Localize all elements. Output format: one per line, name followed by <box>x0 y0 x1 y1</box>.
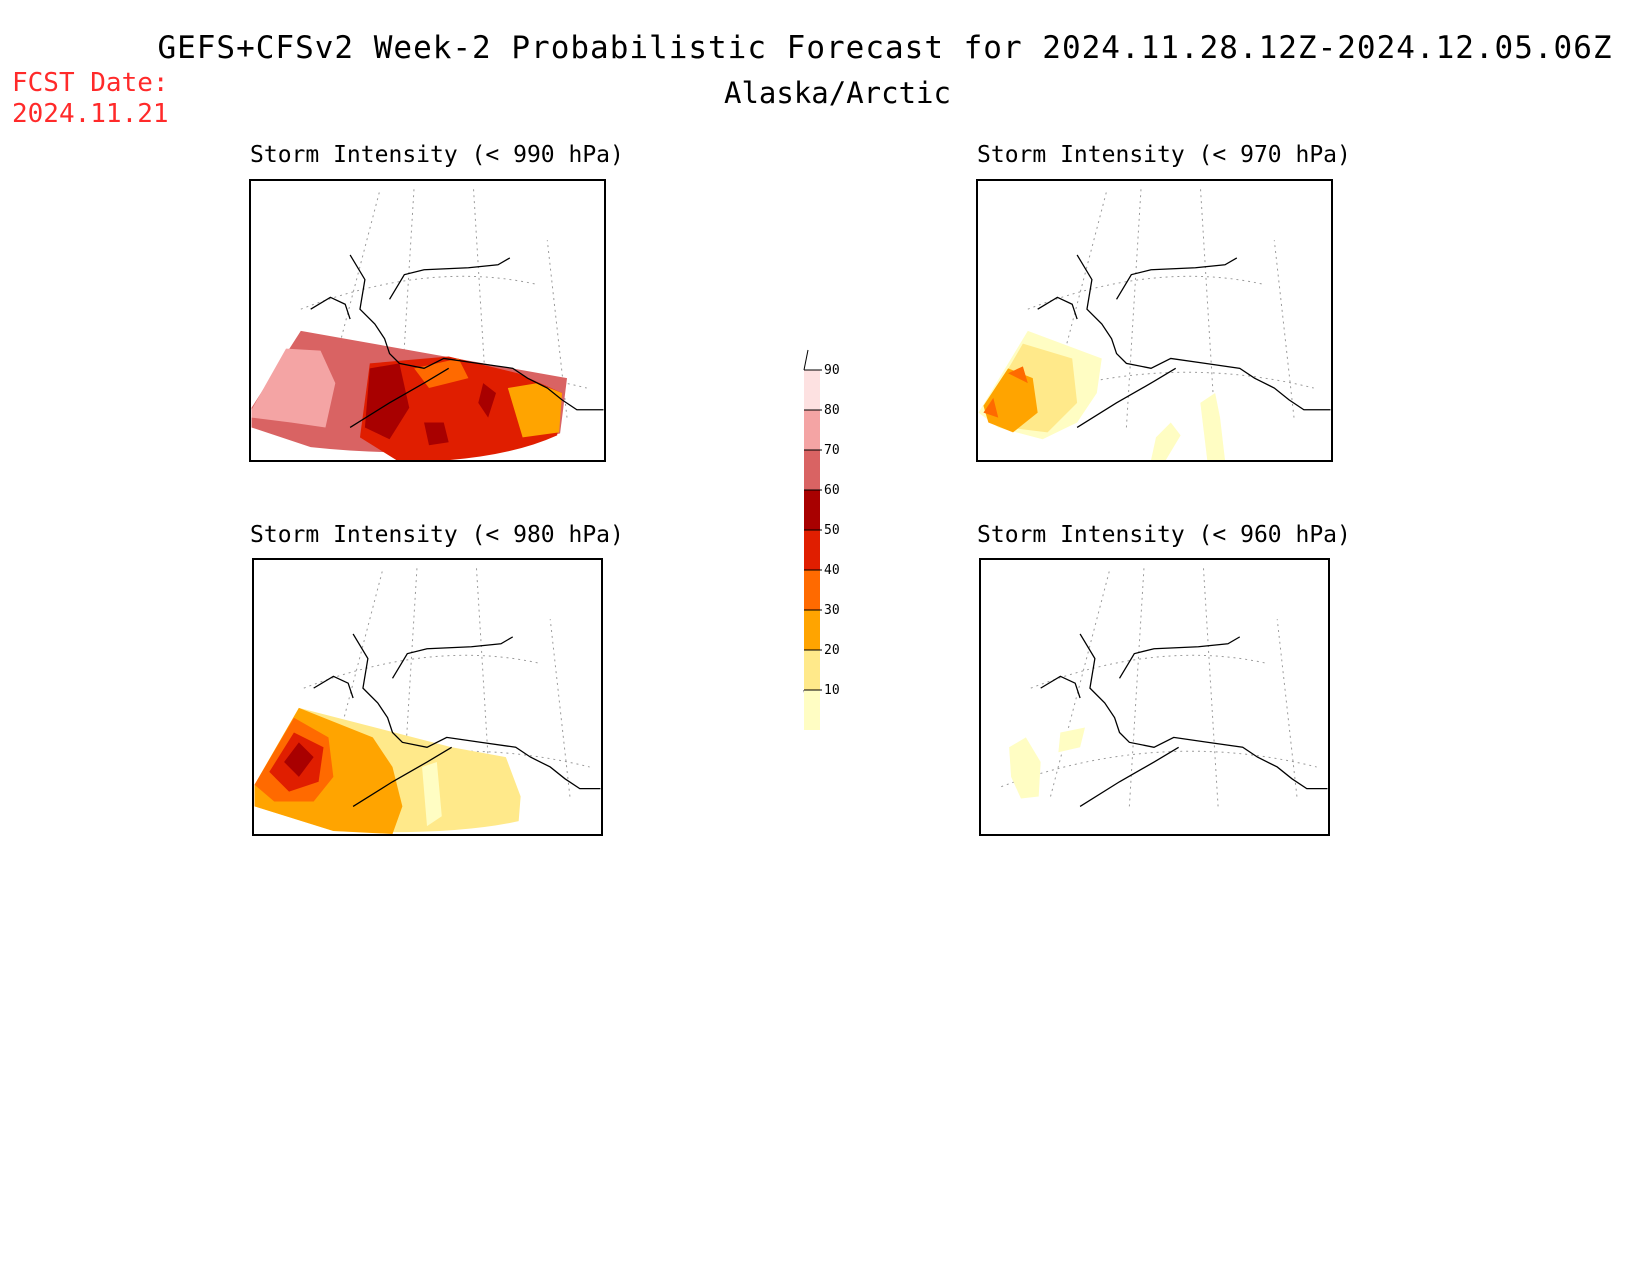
legend-label: 60 <box>824 483 840 498</box>
legend-color-box <box>804 690 820 730</box>
contour-fill-980 <box>254 707 521 834</box>
map-panel-960 <box>979 558 1330 836</box>
map-990-svg <box>251 185 604 460</box>
legend-label: 80 <box>824 403 840 418</box>
legend-color-box <box>804 570 820 610</box>
legend-label: 10 <box>824 683 840 698</box>
panel-title-960: Storm Intensity (< 960 hPa) <box>977 522 1351 548</box>
contour-fill-990 <box>251 330 568 460</box>
legend-label: 50 <box>824 523 840 538</box>
panel-title-970: Storm Intensity (< 970 hPa) <box>977 142 1351 168</box>
legend-label: 20 <box>824 643 840 658</box>
color-legend: 10 20 30 40 50 60 70 80 90 <box>800 330 920 740</box>
map-970-svg <box>978 185 1331 460</box>
map-panel-980 <box>252 558 603 836</box>
legend-color-box <box>804 530 820 570</box>
panel-title-990: Storm Intensity (< 990 hPa) <box>250 142 624 168</box>
legend-color-box <box>804 610 820 650</box>
legend-svg: 10 20 30 40 50 60 70 80 90 <box>803 349 840 730</box>
legend-color-box <box>804 650 820 690</box>
contour-fill-960 <box>1009 727 1086 799</box>
coastline <box>313 633 601 807</box>
coastline <box>1040 633 1328 807</box>
legend-color-box <box>804 490 820 530</box>
legend-label: 90 <box>824 363 840 378</box>
legend-label: 30 <box>824 603 840 618</box>
map-980-svg <box>254 564 601 834</box>
legend-color-box <box>804 410 820 450</box>
graticule <box>1001 564 1317 807</box>
map-panel-970 <box>976 179 1333 462</box>
graticule <box>998 185 1314 428</box>
legend-color-box <box>804 370 820 410</box>
forecast-date-label: FCST Date: <box>12 68 169 98</box>
page-title: GEFS+CFSv2 Week-2 Probabilistic Forecast… <box>157 30 1613 66</box>
forecast-date-block: FCST Date: 2024.11.21 <box>12 68 169 130</box>
coastline <box>1037 254 1331 429</box>
legend-label: 40 <box>824 563 840 578</box>
map-960-svg <box>1001 564 1328 807</box>
forecast-date-value: 2024.11.21 <box>12 99 169 129</box>
panel-title-980: Storm Intensity (< 980 hPa) <box>250 522 624 548</box>
contour-fill-970 <box>978 330 1225 460</box>
legend-top-tip <box>803 349 809 371</box>
region-subtitle: Alaska/Arctic <box>724 76 951 110</box>
graticule <box>274 564 590 807</box>
legend-color-box <box>804 450 820 490</box>
map-panel-990 <box>249 179 606 462</box>
legend-label: 70 <box>824 443 840 458</box>
coastline <box>310 254 604 429</box>
